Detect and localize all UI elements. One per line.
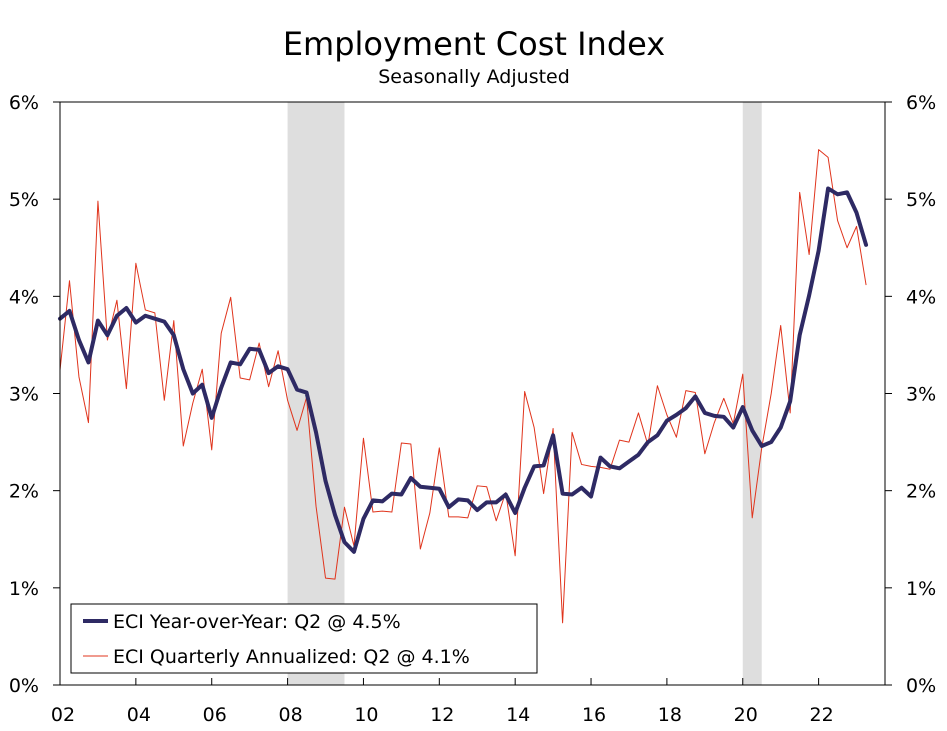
x-tick-label-3: 08 (278, 704, 302, 726)
legend: ECI Year-over-Year: Q2 @ 4.5% ECI Quarte… (70, 603, 538, 674)
y-tick-label-right-2: 2% (906, 481, 936, 503)
y-tick-label-left-2: 2% (9, 481, 39, 503)
legend-label-yoy: ECI Year-over-Year: Q2 @ 4.5% (113, 611, 401, 633)
y-tick-label-left-0: 0% (9, 675, 39, 697)
y-tick-label-left-5: 5% (9, 189, 39, 211)
axes: 0% 0% 1% 1% 2% 2% 3% 3% 4% 4% 5% 5% 6% 6% 02 04 06 08 10 12… (9, 92, 936, 726)
series-line-yoy (58, 186, 869, 554)
x-tick-label-0: 02 (51, 704, 75, 726)
y-tick-label-right-1: 1% (906, 578, 936, 600)
y-tick-label-left-1: 1% (9, 578, 39, 600)
legend-box (70, 603, 538, 674)
y-tick-label-right-3: 3% (906, 384, 936, 406)
series-lines (58, 149, 869, 624)
x-tick-label-1: 04 (127, 704, 151, 726)
chart-title: Employment Cost Index (283, 25, 665, 63)
x-tick-label-7: 16 (582, 704, 606, 726)
y-tick-label-left-4: 4% (9, 286, 39, 308)
chart-subtitle: Seasonally Adjusted (378, 66, 570, 88)
series-line-qoq (59, 149, 867, 624)
x-tick-label-8: 18 (658, 704, 682, 726)
recession-band-0 (287, 102, 345, 685)
recession-band-1 (742, 102, 762, 685)
legend-label-qoq: ECI Quarterly Annualized: Q2 @ 4.1% (113, 646, 470, 668)
x-tick-label-5: 12 (430, 704, 454, 726)
x-tick-label-9: 20 (734, 704, 758, 726)
y-tick-label-right-4: 4% (906, 286, 936, 308)
x-tick-label-6: 14 (506, 704, 530, 726)
x-tick-label-2: 06 (203, 704, 227, 726)
x-tick-label-4: 10 (354, 704, 378, 726)
y-tick-label-left-3: 3% (9, 384, 39, 406)
y-tick-label-right-5: 5% (906, 189, 936, 211)
x-tick-label-10: 22 (810, 704, 834, 726)
y-tick-label-right-0: 0% (906, 675, 936, 697)
y-tick-label-right-6: 6% (906, 92, 936, 114)
recession-shading (287, 102, 762, 685)
y-tick-label-left-6: 6% (9, 92, 39, 114)
